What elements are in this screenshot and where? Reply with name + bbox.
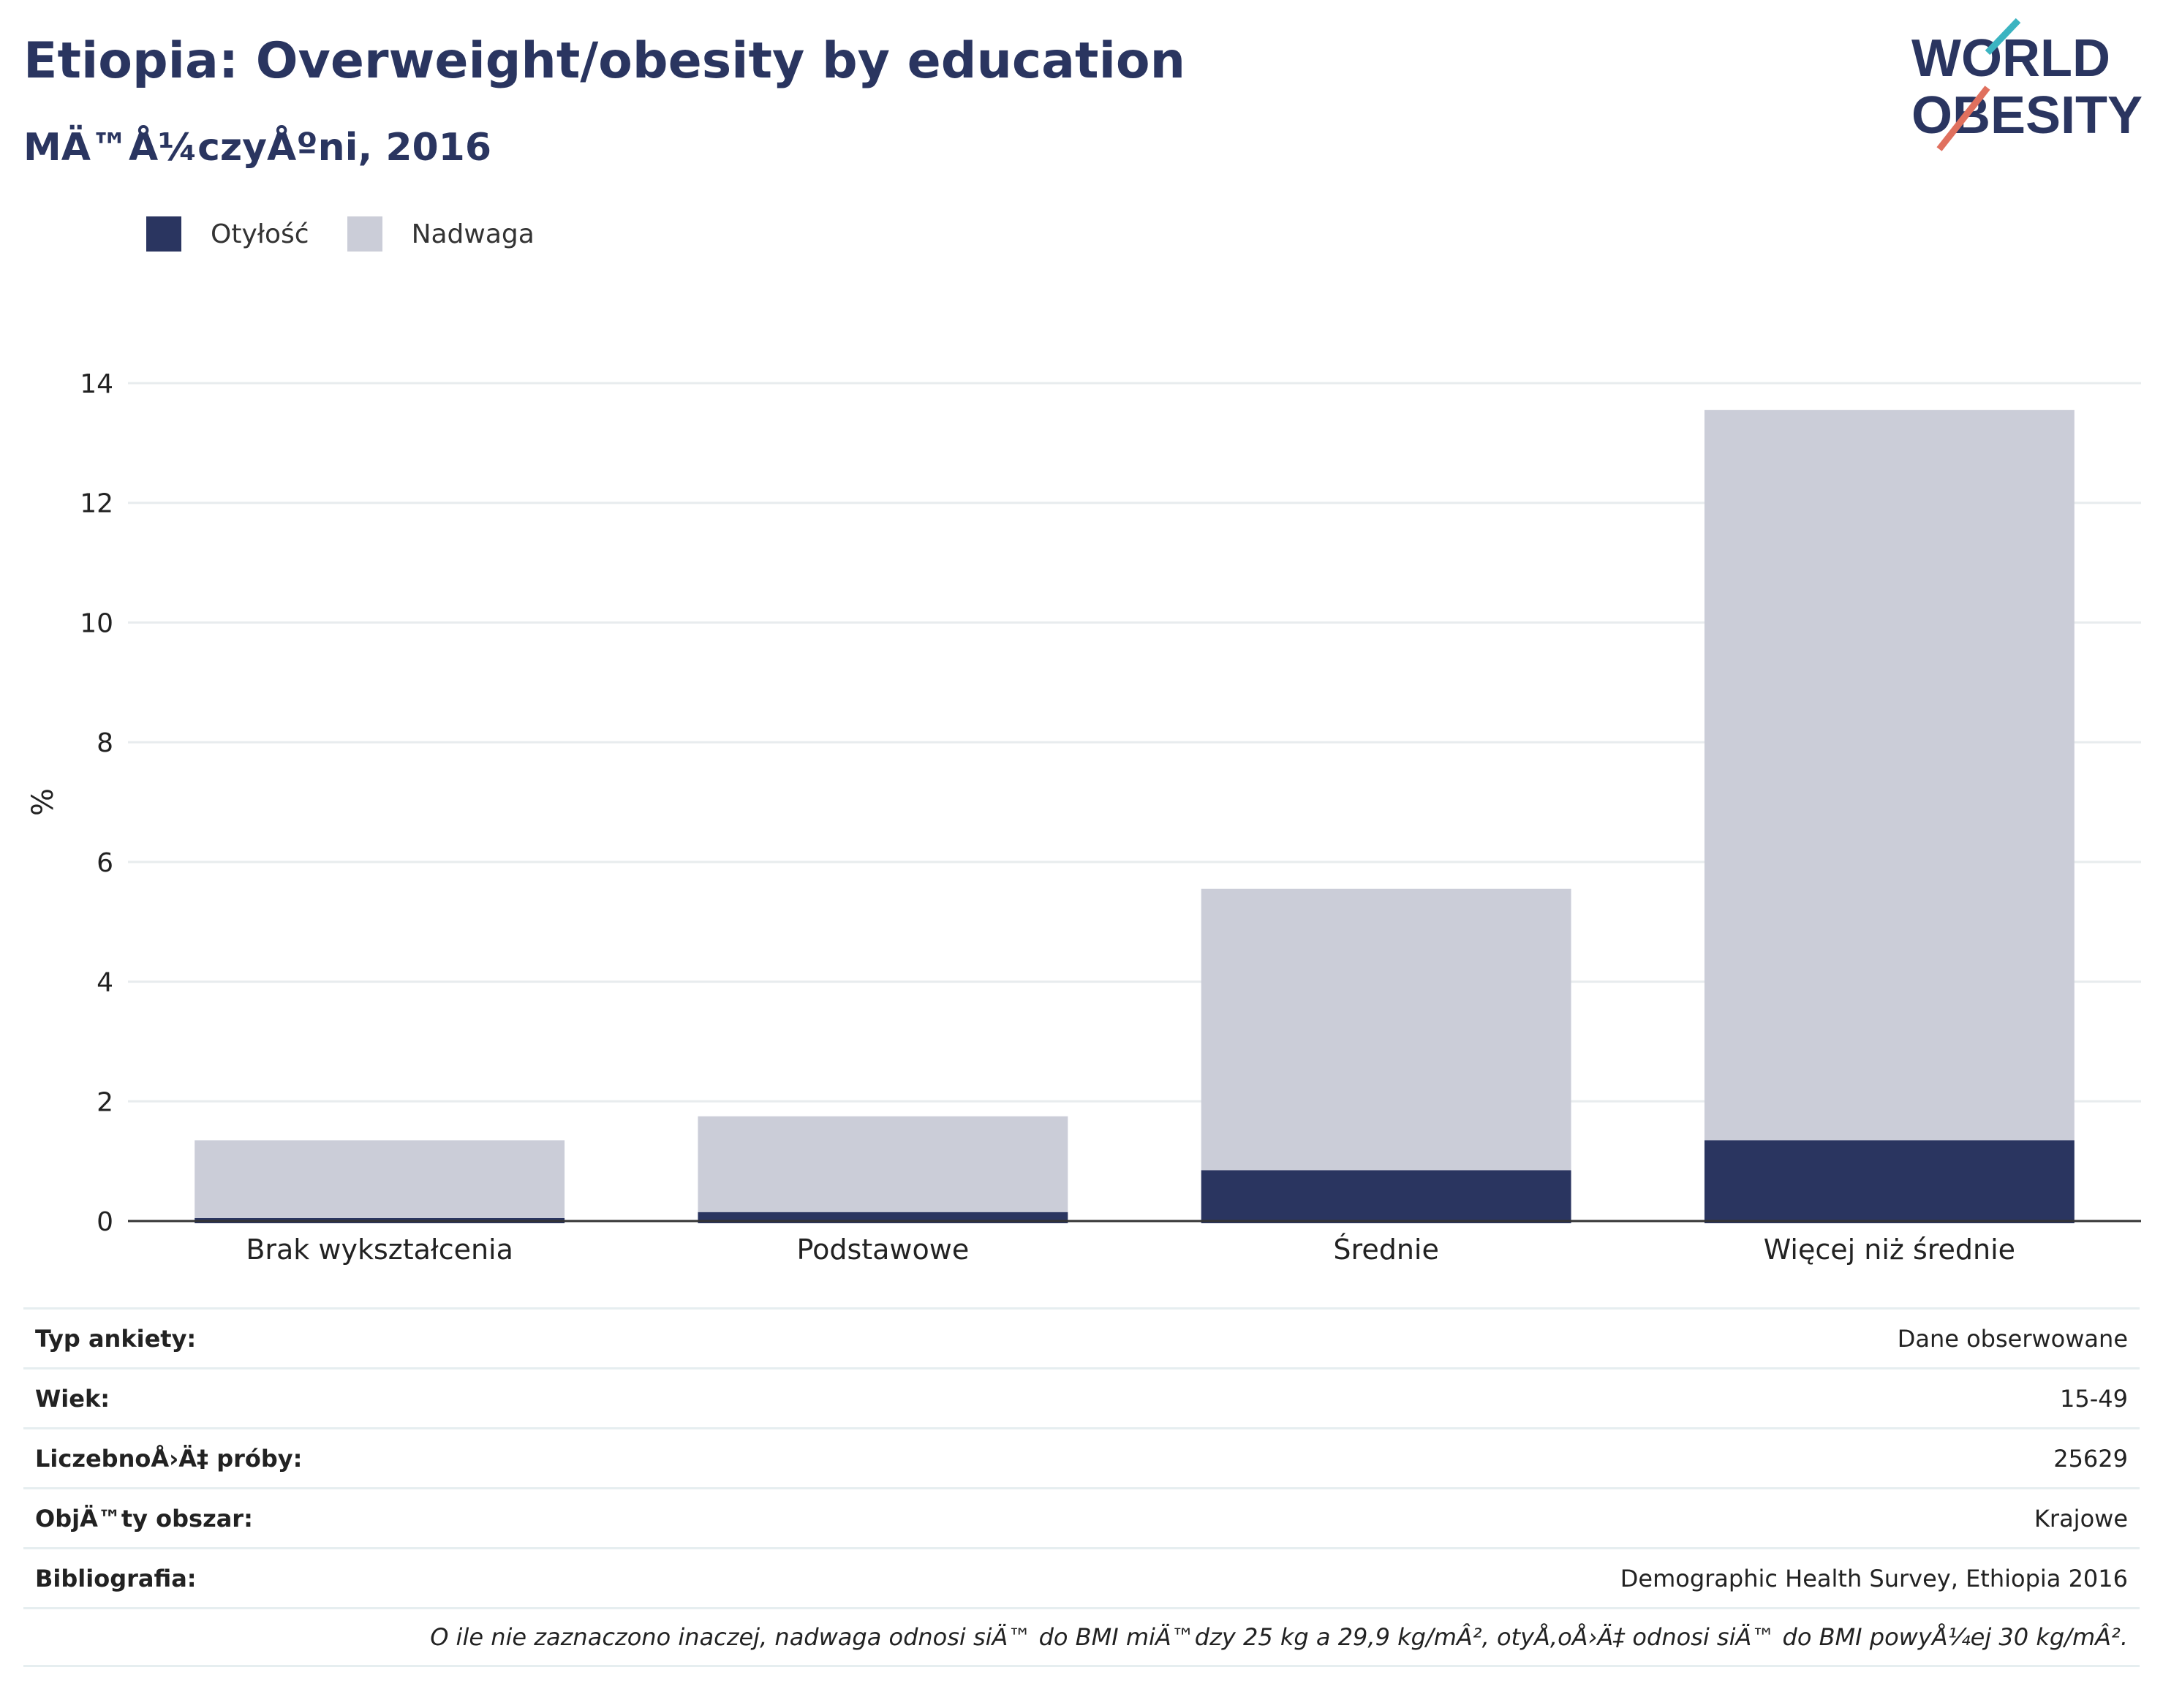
info-value: Dane obserwowane xyxy=(1897,1324,2128,1353)
info-row: Wiek: 15-49 xyxy=(23,1367,2140,1427)
stacked-bar-chart: 0 2 4 6 8 10 12 14% Brak wykształcenia Podstawowe… xyxy=(26,369,2141,1266)
bar-overweight xyxy=(1201,888,1571,1171)
y-tick-label: 6 xyxy=(97,848,113,878)
info-value: 15-49 xyxy=(2060,1384,2128,1413)
legend-label: Nadwaga xyxy=(411,219,535,249)
legend: Otyłość Nadwaga xyxy=(146,216,573,252)
info-value: Krajowe xyxy=(2034,1504,2128,1533)
bar-obesity xyxy=(1704,1140,2075,1223)
bar-overweight xyxy=(195,1140,565,1218)
world-obesity-logo: WORLD OBESITY xyxy=(1911,18,2143,151)
svg-text:WORLD: WORLD xyxy=(1911,29,2110,88)
x-tick-label: Średnie xyxy=(1333,1233,1438,1266)
y-tick-label: 0 xyxy=(97,1207,113,1237)
info-key: Wiek: xyxy=(35,1384,110,1413)
y-tick-label: 2 xyxy=(97,1087,113,1117)
y-tick-label: 12 xyxy=(80,489,113,519)
legend-swatch xyxy=(347,216,382,252)
y-axis-label: % xyxy=(26,788,60,816)
y-tick-label: 8 xyxy=(97,728,113,758)
bar-overweight xyxy=(1704,409,2075,1141)
legend-label: Otyłość xyxy=(211,219,309,249)
bar-obesity xyxy=(1201,1170,1571,1223)
x-tick-label: Więcej niż średnie xyxy=(1764,1233,2015,1266)
legend-item: Otyłość xyxy=(146,216,309,252)
legend-item: Nadwaga xyxy=(347,216,535,252)
info-key: LiczebnoÅ›Ä‡ próby: xyxy=(35,1444,303,1473)
chart-subtitle: MÄ™Å¼czyÅºni, 2016 xyxy=(23,126,492,170)
survey-info-table: Typ ankiety: Dane obserwowane Wiek: 15-49 Li… xyxy=(23,1307,2140,1667)
bar-overweight xyxy=(698,1116,1068,1212)
y-tick-label: 14 xyxy=(80,369,113,399)
y-tick-label: 4 xyxy=(97,968,113,998)
y-tick-label: 10 xyxy=(80,608,113,638)
info-value: Demographic Health Survey, Ethiopia 2016 xyxy=(1620,1564,2128,1592)
x-tick-label: Podstawowe xyxy=(797,1233,970,1266)
info-row: ObjÄ™ty obszar: Krajowe xyxy=(23,1487,2140,1547)
definition-note: O ile nie zaznaczono inaczej, nadwaga od… xyxy=(23,1607,2140,1667)
info-value: 25629 xyxy=(2053,1444,2128,1473)
info-key: ObjÄ™ty obszar: xyxy=(35,1504,253,1533)
info-row: Typ ankiety: Dane obserwowane xyxy=(23,1307,2140,1367)
info-key: Bibliografia: xyxy=(35,1564,197,1592)
legend-swatch xyxy=(146,216,181,252)
x-tick-label: Brak wykształcenia xyxy=(246,1233,513,1266)
info-key: Typ ankiety: xyxy=(35,1324,197,1353)
chart-title: Etiopia: Overweight/obesity by education xyxy=(23,32,1186,90)
info-row: Bibliografia: Demographic Health Survey, … xyxy=(23,1547,2140,1607)
info-row: LiczebnoÅ›Ä‡ próby: 25629 xyxy=(23,1427,2140,1487)
